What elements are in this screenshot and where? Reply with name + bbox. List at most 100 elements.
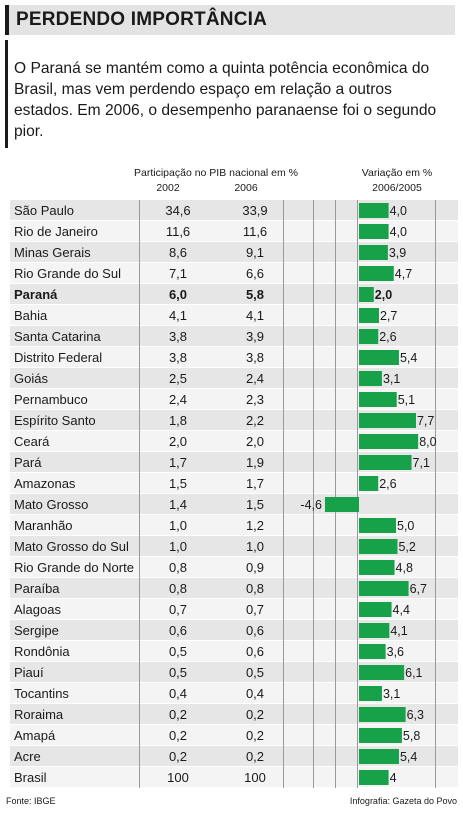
value-2002: 0,6 <box>168 623 188 638</box>
value-2002: 3,8 <box>168 350 188 365</box>
variation-label: 4,4 <box>393 603 410 617</box>
value-2006: 3,9 <box>245 329 265 344</box>
variation-bar <box>359 770 389 785</box>
row-divider <box>10 661 458 662</box>
row-divider <box>10 262 458 263</box>
variation-bar <box>359 728 402 743</box>
table-row: Ceará 2,0 2,0 <box>10 431 458 452</box>
state-name: Rio Grande do Sul <box>14 266 121 281</box>
value-2002: 11,6 <box>165 224 191 239</box>
variation-label: -4,6 <box>300 498 322 512</box>
row-divider <box>10 346 458 347</box>
variation-label: 6,7 <box>410 582 427 596</box>
value-2002: 0,5 <box>168 644 188 659</box>
state-name: Paraná <box>14 287 58 302</box>
value-2002: 2,4 <box>168 392 188 407</box>
row-divider <box>10 241 458 242</box>
value-2002: 3,8 <box>168 329 188 344</box>
state-name: Tocantins <box>14 686 69 701</box>
variation-label: 5,2 <box>398 540 415 554</box>
table-row: Minas Gerais 8,6 9,1 <box>10 242 458 263</box>
value-2006: 2,3 <box>245 392 265 407</box>
value-2006: 1,0 <box>245 539 265 554</box>
state-name: Rio de Janeiro <box>14 224 98 239</box>
value-2006: 33,9 <box>242 203 268 218</box>
state-name: Espírito Santo <box>14 413 96 428</box>
value-2006: 4,1 <box>245 308 265 323</box>
value-2002: 1,5 <box>168 476 188 491</box>
row-divider <box>10 703 458 704</box>
row-divider <box>10 619 458 620</box>
value-2002: 34,6 <box>165 203 191 218</box>
row-divider <box>10 451 458 452</box>
variation-bar <box>359 455 412 470</box>
column-divider <box>435 200 436 788</box>
row-divider <box>10 787 458 788</box>
col-head-period: 2006/2005 <box>372 182 422 194</box>
value-2006: 1,7 <box>245 476 265 491</box>
variation-bar <box>359 602 392 617</box>
state-name: Amapá <box>14 728 56 743</box>
variation-bar <box>359 434 419 449</box>
state-name: Santa Catarina <box>14 329 101 344</box>
value-2006: 2,0 <box>245 434 265 449</box>
value-2006: 0,8 <box>245 581 265 596</box>
variation-bar <box>359 686 382 701</box>
variation-bar <box>359 623 390 638</box>
page-title: PERDENDO IMPORTÂNCIA <box>16 9 268 30</box>
variation-bar <box>359 371 382 386</box>
variation-bar <box>359 266 394 281</box>
value-2002: 1,7 <box>168 455 188 470</box>
variation-bar <box>359 245 388 260</box>
value-2006: 1,9 <box>245 455 265 470</box>
column-divider <box>357 200 358 788</box>
state-name: Sergipe <box>14 623 59 638</box>
value-2002: 6,0 <box>168 287 188 302</box>
footer-source: Fonte: IBGE <box>6 796 56 806</box>
state-name: Piauí <box>14 665 44 680</box>
variation-label: 4,7 <box>395 267 412 281</box>
variation-bar <box>359 413 416 428</box>
row-divider <box>10 220 458 221</box>
variation-bar <box>359 392 397 407</box>
variation-label: 7,1 <box>413 456 430 470</box>
col-head-2002: 2002 <box>156 182 180 194</box>
value-2006: 1,2 <box>245 518 265 533</box>
table-row: Brasil 100 100 <box>10 767 458 788</box>
table-row: Alagoas 0,7 0,7 <box>10 599 458 620</box>
value-2002: 0,2 <box>168 707 188 722</box>
variation-label: 2,0 <box>375 288 392 302</box>
row-divider <box>10 556 458 557</box>
column-divider <box>335 200 336 788</box>
value-2002: 4,1 <box>168 308 188 323</box>
value-2006: 0,7 <box>245 602 265 617</box>
value-2002: 0,8 <box>168 581 188 596</box>
value-2002: 2,0 <box>168 434 188 449</box>
value-2006: 9,1 <box>245 245 265 260</box>
value-2006: 100 <box>244 770 266 785</box>
value-2006: 11,6 <box>242 224 268 239</box>
variation-label: 4,0 <box>390 204 407 218</box>
state-name: Brasil <box>14 770 47 785</box>
state-name: Acre <box>14 749 41 764</box>
state-name: Alagoas <box>14 602 61 617</box>
variation-bar <box>359 203 389 218</box>
value-2006: 1,5 <box>245 497 265 512</box>
variation-bar <box>359 539 398 554</box>
value-2006: 0,5 <box>245 665 265 680</box>
variation-bar <box>359 329 379 344</box>
row-divider <box>10 472 458 473</box>
variation-label: 2,6 <box>379 330 396 344</box>
row-divider <box>10 535 458 536</box>
table-row: Sergipe 0,6 0,6 <box>10 620 458 641</box>
row-divider <box>10 640 458 641</box>
variation-bar <box>359 560 395 575</box>
variation-label: 8,0 <box>419 435 436 449</box>
variation-bar <box>359 476 379 491</box>
value-2006: 0,2 <box>245 749 265 764</box>
column-divider <box>313 200 314 788</box>
row-divider <box>10 430 458 431</box>
table-row: Espírito Santo 1,8 2,2 <box>10 410 458 431</box>
value-2002: 0,2 <box>168 749 188 764</box>
